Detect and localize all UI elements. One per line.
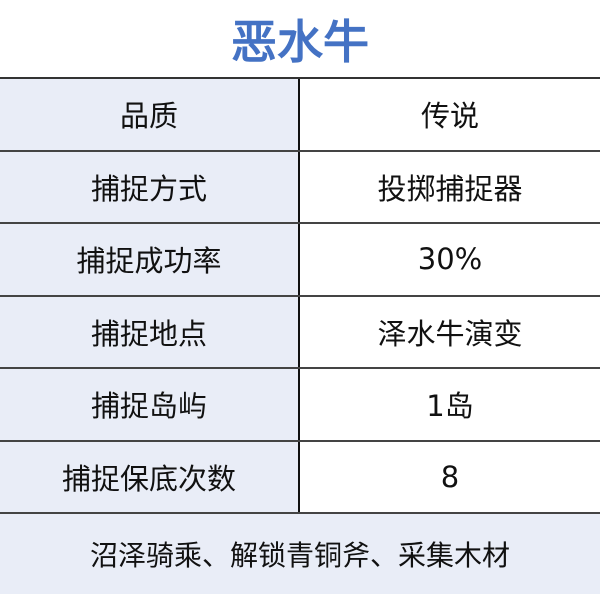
table-footer: 沼泽骑乘、解锁青铜斧、采集木材 — [0, 514, 600, 594]
row-value: 泽水牛演变 — [300, 296, 600, 367]
row-value: 30% — [300, 224, 600, 295]
table-row: 捕捉岛屿 1岛 — [0, 369, 600, 442]
row-label: 品质 — [0, 79, 300, 150]
row-value: 1岛 — [300, 369, 600, 440]
row-label: 捕捉方式 — [0, 151, 300, 222]
row-value: 传说 — [300, 79, 600, 150]
table-row: 捕捉地点 泽水牛演变 — [0, 296, 600, 369]
table-row: 捕捉成功率 30% — [0, 224, 600, 297]
row-value: 投掷捕捉器 — [300, 151, 600, 222]
table-row: 捕捉保底次数 8 — [0, 441, 600, 514]
row-label: 捕捉成功率 — [0, 224, 300, 295]
table-row: 品质 传说 — [0, 79, 600, 152]
row-label: 捕捉岛屿 — [0, 369, 300, 440]
table-row: 捕捉方式 投掷捕捉器 — [0, 151, 600, 224]
row-value: 8 — [300, 441, 600, 512]
table-title: 恶水牛 — [0, 0, 600, 79]
row-label: 捕捉地点 — [0, 296, 300, 367]
row-label: 捕捉保底次数 — [0, 441, 300, 512]
info-table: 品质 传说 捕捉方式 投掷捕捉器 捕捉成功率 30% 捕捉地点 泽水牛演变 捕捉岛屿 1岛 捕捉保底… — [0, 79, 600, 514]
